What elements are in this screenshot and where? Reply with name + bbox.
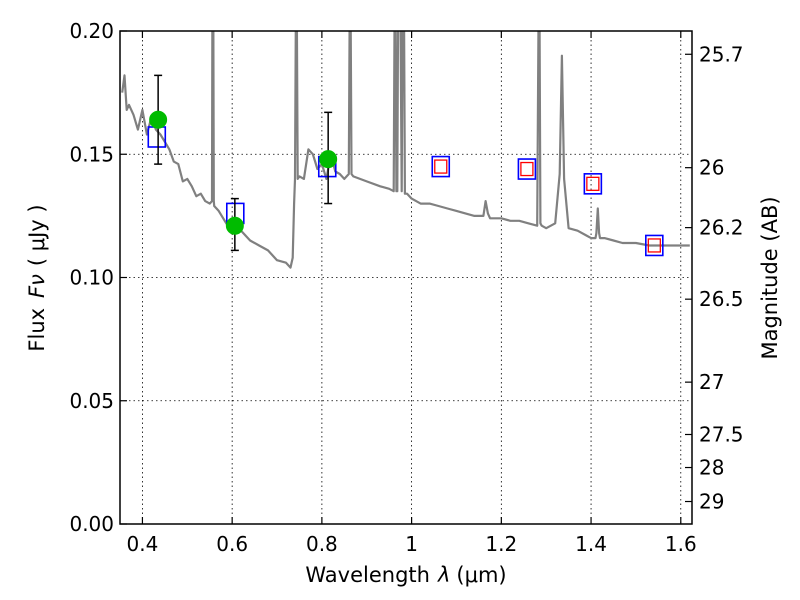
y-axis-label: Flux	[25, 308, 49, 352]
y-tick-label: 0.05	[69, 389, 114, 413]
y2-axis-title: Magnitude (AB)	[758, 196, 782, 359]
model-point-red	[647, 238, 661, 253]
y2-tick-label: 26.2	[699, 216, 744, 240]
y2-tick-label: 26	[699, 156, 724, 180]
x-tick-label: 0.4	[127, 532, 159, 556]
y2-tick-label: 26.5	[699, 287, 744, 311]
plot-series	[121, 31, 690, 269]
x-axis-symbol: λ	[437, 563, 450, 587]
y-axis-unit: ( μJy )	[25, 204, 49, 266]
y2-tick-label: 25.7	[699, 42, 744, 66]
y-tick-label: 0.15	[69, 142, 114, 166]
y2-tick-label: 28	[699, 456, 724, 480]
spectrum-line	[121, 31, 690, 269]
x-tick-label: 0.6	[216, 532, 248, 556]
y-axis-symbol: Fν	[25, 274, 49, 298]
x-axis-unit: (μm)	[456, 563, 506, 587]
x-tick-label: 1.2	[485, 532, 517, 556]
observed-point	[149, 110, 168, 129]
x-tick-label: 1	[405, 532, 418, 556]
x-tick-label: 1.4	[575, 532, 607, 556]
model-point-red	[520, 161, 534, 177]
x-tick-label: 0.8	[306, 532, 338, 556]
y-tick-label: 0.00	[69, 512, 114, 536]
y2-tick-label: 29	[699, 490, 724, 514]
observed-point	[225, 216, 244, 235]
model-point-blue	[583, 173, 603, 195]
y2-tick-label: 27	[699, 370, 724, 394]
grid-lines	[120, 30, 692, 525]
model-point-blue	[431, 155, 451, 178]
x-axis-label: Wavelength	[305, 563, 430, 587]
y-tick-label: 0.20	[69, 19, 114, 43]
y2-tick-label: 27.5	[699, 422, 744, 446]
x-tick-label: 1.6	[665, 532, 697, 556]
axis-ticks: 0.4 0.6 0.8 1 1.2 1.4 1.6 0.00 0.05 0.10 0.15 0.20 2…	[69, 19, 743, 556]
model-point-red	[434, 159, 448, 174]
observed-point	[319, 150, 338, 169]
x-axis-title: Wavelength λ (μm)	[305, 563, 506, 587]
model-point-blue	[517, 158, 537, 180]
model-point-blue	[645, 234, 664, 257]
y-axis-title: Flux Fν ( μJy )	[25, 204, 49, 351]
model-point-red	[586, 176, 600, 191]
y-tick-label: 0.10	[69, 266, 114, 290]
